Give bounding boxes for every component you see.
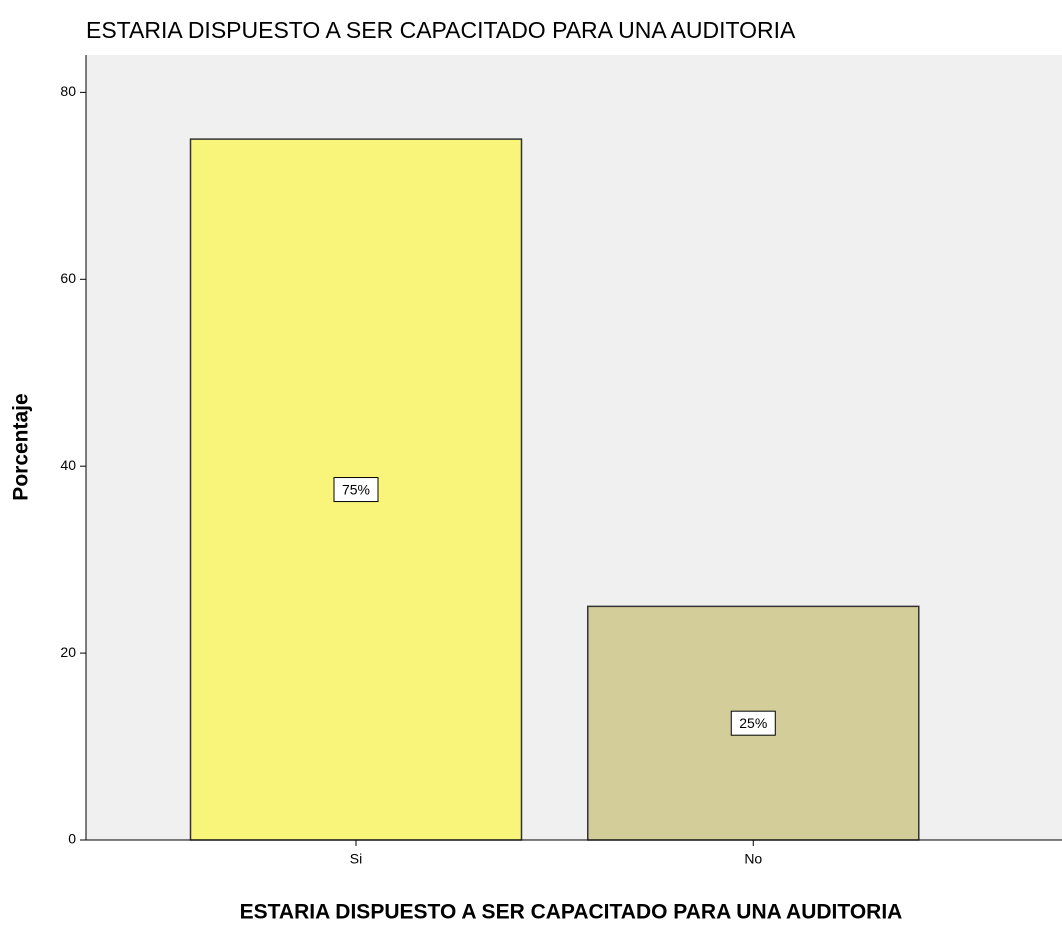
y-tick-label: 40 [60, 457, 76, 473]
y-tick-label: 0 [68, 831, 76, 847]
x-tick-label: No [744, 851, 762, 867]
y-tick-label: 60 [60, 270, 76, 286]
value-label-box [333, 477, 379, 503]
x-axis-title: ESTARIA DISPUESTO A SER CAPACITADO PARA … [240, 901, 903, 924]
y-tick-label: 80 [60, 83, 76, 99]
x-tick-label: Si [350, 851, 362, 867]
value-label: 75% [342, 481, 370, 497]
chart-title: ESTARIA DISPUESTO A SER CAPACITADO PARA … [86, 17, 796, 43]
value-label: 25% [739, 715, 767, 731]
y-tick-label: 20 [60, 644, 76, 660]
bar [189, 138, 523, 841]
value-label-box [730, 710, 776, 736]
y-axis-title: Porcentaje [10, 393, 33, 500]
